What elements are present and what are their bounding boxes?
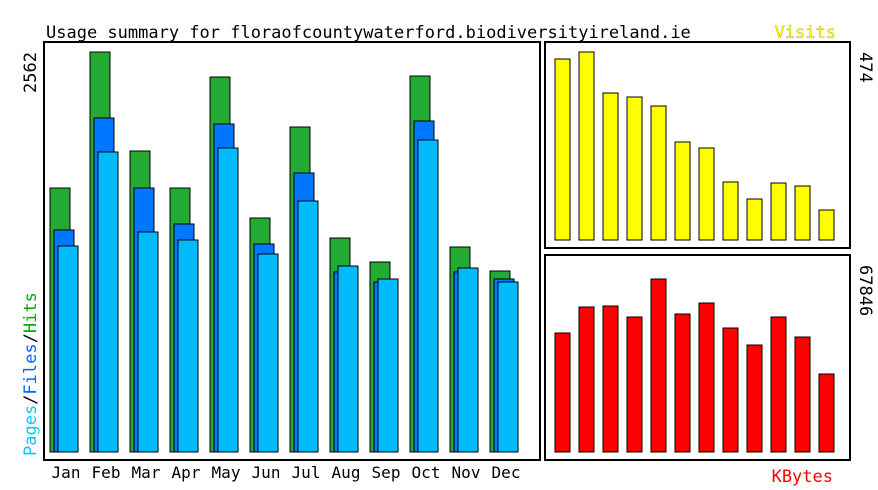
main-plot-frame — [43, 41, 541, 461]
kbytes-bars-group — [554, 278, 835, 453]
bar-kbytes-dec — [818, 373, 835, 453]
bar-visits-dec — [818, 209, 835, 241]
bar-visits-aug — [722, 181, 739, 241]
left-axis-label-part: Files — [21, 343, 41, 394]
month-labels-group: Jan Feb Mar Apr May Jun Jul Aug Sep Oct Nov Dec — [52, 463, 521, 482]
bar-kbytes-feb — [578, 306, 595, 453]
kbytes-legend-label: KBytes — [772, 467, 833, 487]
bar-visits-jul — [698, 147, 715, 241]
bar-pages-feb — [97, 151, 119, 453]
month-label-nov: Nov — [452, 463, 481, 482]
visits-legend-label: Visits — [775, 23, 836, 43]
bar-visits-apr — [626, 96, 643, 241]
month-label-feb: Feb — [92, 463, 121, 482]
visits-plot-frame — [544, 41, 851, 249]
bar-kbytes-apr — [626, 316, 643, 453]
bar-pages-apr — [177, 239, 199, 453]
left-axis-label-part: / — [21, 333, 41, 343]
bar-visits-jun — [674, 141, 691, 241]
left-axis-label-part: / — [21, 395, 41, 405]
bar-pages-aug — [337, 265, 359, 453]
bar-pages-mar — [137, 231, 159, 453]
left-axis-label: Pages/Files/Hits — [21, 292, 41, 456]
bar-pages-may — [217, 147, 239, 453]
bar-visits-may — [650, 105, 667, 241]
bar-kbytes-mar — [602, 305, 619, 453]
month-label-jan: Jan — [52, 463, 81, 482]
bar-pages-nov — [457, 267, 479, 453]
bar-kbytes-aug — [722, 327, 739, 453]
month-label-oct: Oct — [412, 463, 441, 482]
month-label-may: May — [212, 463, 241, 482]
bar-kbytes-jun — [674, 313, 691, 453]
month-label-aug: Aug — [332, 463, 361, 482]
bar-pages-jul — [297, 200, 319, 453]
kbytes-plot-frame — [544, 254, 851, 461]
bar-pages-jun — [257, 253, 279, 453]
bar-kbytes-sep — [746, 344, 763, 453]
bar-kbytes-may — [650, 278, 667, 453]
month-label-jul: Jul — [292, 463, 321, 482]
visits-axis-max-label: 474 — [855, 52, 875, 83]
bar-visits-sep — [746, 198, 763, 241]
bar-kbytes-jul — [698, 302, 715, 453]
left-axis-label-part: Pages — [21, 405, 41, 456]
chart-title: Usage summary for floraofcountywaterford… — [46, 23, 691, 43]
left-axis-max-label: 2562 — [21, 52, 41, 93]
bar-pages-jan — [57, 245, 79, 453]
bar-visits-nov — [794, 185, 811, 241]
kbytes-axis-max-label: 67846 — [855, 265, 875, 316]
bar-kbytes-oct — [770, 316, 787, 453]
left-axis-label-part: Hits — [21, 292, 41, 333]
month-label-dec: Dec — [492, 463, 521, 482]
month-label-jun: Jun — [252, 463, 281, 482]
bar-visits-mar — [602, 92, 619, 241]
bar-visits-feb — [578, 51, 595, 241]
bar-kbytes-jan — [554, 332, 571, 453]
month-label-mar: Mar — [132, 463, 161, 482]
visits-bars-group — [554, 51, 835, 241]
bar-visits-jan — [554, 58, 571, 241]
main-bars-group — [49, 51, 519, 453]
bar-pages-sep — [377, 278, 399, 453]
bar-visits-oct — [770, 182, 787, 241]
bar-pages-oct — [417, 139, 439, 453]
month-label-sep: Sep — [372, 463, 401, 482]
bar-kbytes-nov — [794, 336, 811, 453]
month-label-apr: Apr — [172, 463, 201, 482]
bar-pages-dec — [497, 281, 519, 453]
